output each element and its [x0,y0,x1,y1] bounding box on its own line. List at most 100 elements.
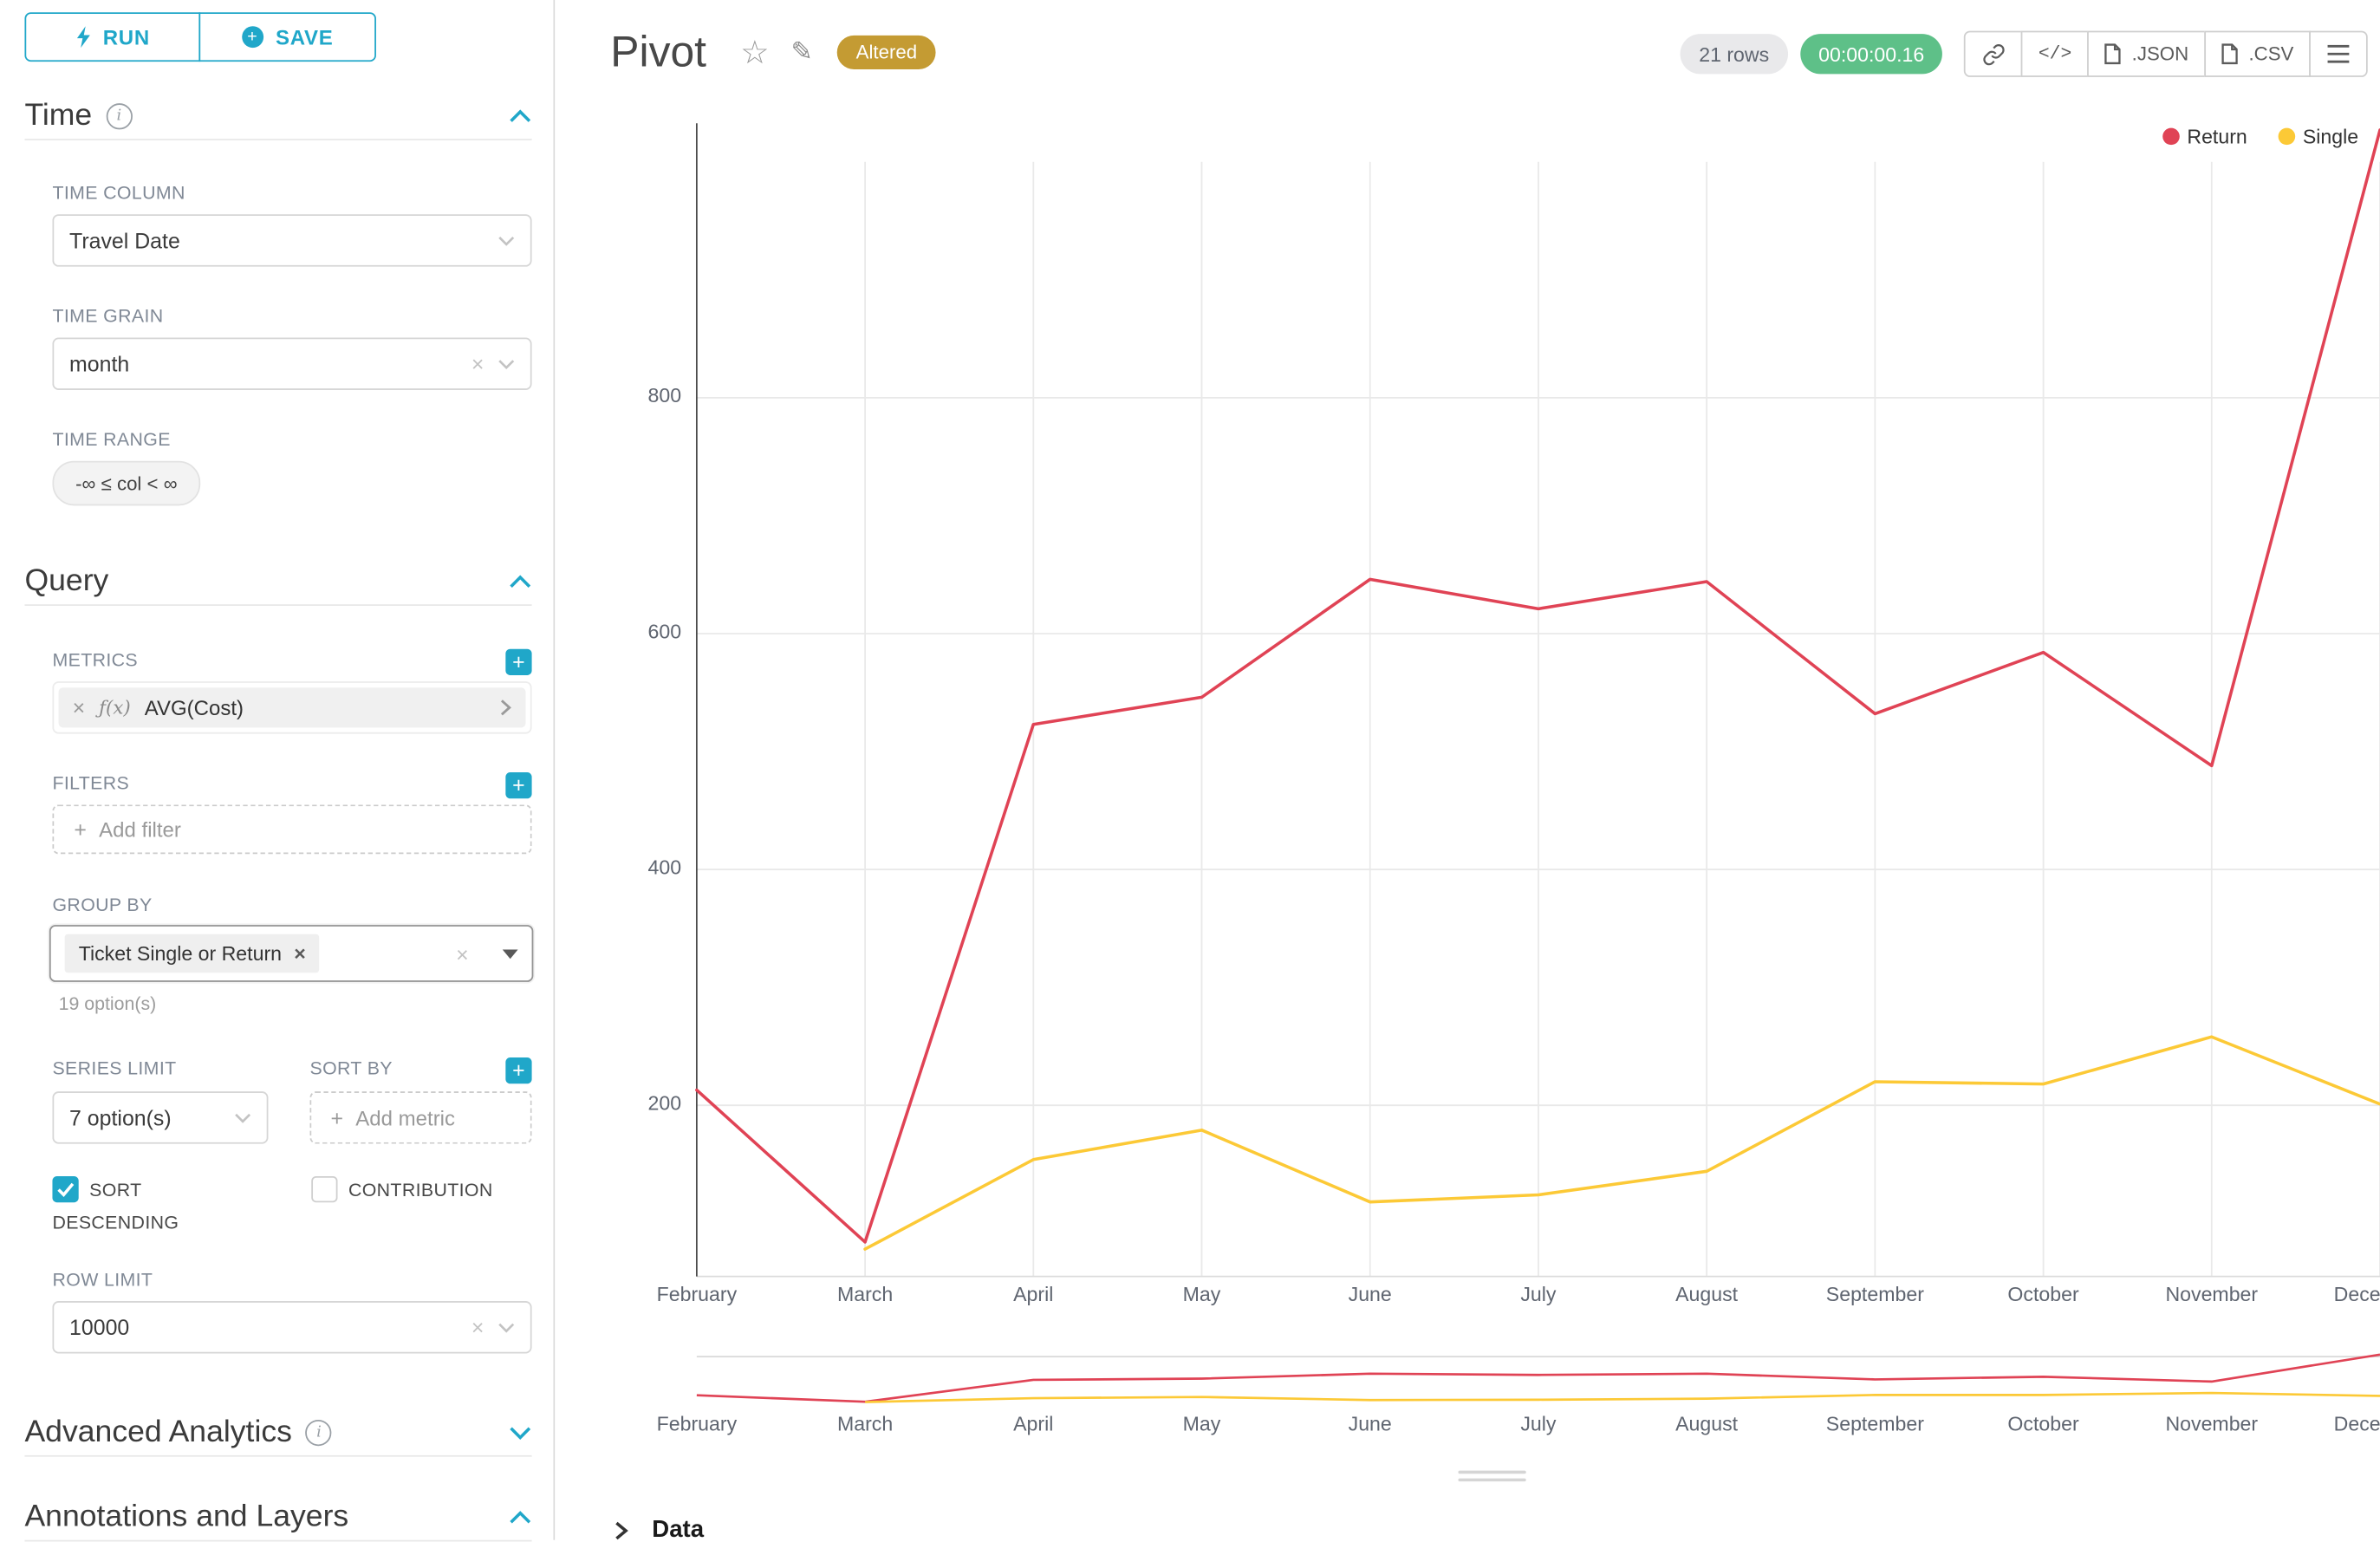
time-range-pill[interactable]: -∞ ≤ col < ∞ [52,460,201,506]
x-axis-label: October [2007,1282,2079,1306]
legend-dot [2162,127,2180,146]
sort-descending-checkbox[interactable]: SORT DESCENDING [52,1174,234,1239]
advanced-analytics-title: Advanced Analytics [24,1414,292,1448]
chart-area: Pivot ☆ ✎ Altered 21 rows 00:00:00.16 </… [555,0,2380,1540]
chevron-down-icon [498,1322,515,1332]
chart-header: Pivot ☆ ✎ Altered [610,18,936,86]
copy-link-button[interactable] [1964,30,2024,77]
time-grain-select[interactable]: month × [52,337,532,390]
mini-x-axis-label: October [2007,1412,2079,1435]
x-axis-label: May [1182,1282,1221,1306]
chevron-up-icon [510,1510,531,1523]
plus-icon: + [74,817,87,843]
y-axis-label: 800 [647,383,682,407]
edit-icon[interactable]: ✎ [790,36,813,67]
group-by-tag[interactable]: Ticket Single or Return × [64,934,320,973]
function-icon: ƒ(x) [99,696,131,719]
add-filter-label: Add filter [99,817,181,842]
line-chart[interactable] [555,0,2380,1465]
caret-right-icon[interactable] [499,699,511,717]
data-panel-title: Data [652,1517,705,1540]
series-limit-value: 7 option(s) [69,1105,172,1130]
chevron-down-icon [234,1113,250,1122]
add-metric-label: Add metric [355,1106,456,1129]
panel-resize-handle[interactable] [1458,1470,1526,1487]
file-icon [2104,43,2121,65]
metrics-label: METRICS [52,648,139,671]
mini-x-axis-label: December [2333,1412,2380,1435]
info-icon[interactable]: i [106,102,133,129]
checkbox-checked-icon [52,1175,79,1203]
add-filter-button[interactable]: + [505,771,532,798]
more-options-button[interactable] [2309,30,2368,77]
contribution-checkbox[interactable]: CONTRIBUTION [311,1174,492,1207]
annotations-header[interactable]: Annotations and Layers [24,1493,532,1542]
advanced-analytics-header[interactable]: Advanced Analytics i [24,1409,532,1457]
clear-icon[interactable]: × [456,940,469,966]
contribution-label: CONTRIBUTION [348,1179,493,1201]
file-icon [2221,43,2238,65]
data-panel-header[interactable]: Data [614,1517,704,1540]
add-sort-metric-button[interactable]: + [505,1057,532,1083]
save-button[interactable]: + SAVE [198,12,376,62]
time-grain-label: TIME GRAIN [52,305,164,328]
remove-tag-icon[interactable]: × [294,941,306,966]
run-button[interactable]: RUN [24,12,201,62]
time-section-header[interactable]: Time i [24,93,532,140]
mini-x-axis-label: March [836,1412,894,1435]
json-label: .JSON [2131,42,2189,65]
favorite-star-icon[interactable]: ☆ [740,35,770,70]
series-limit-select[interactable]: 7 option(s) [52,1091,268,1144]
plus-icon: + [330,1105,344,1130]
info-icon[interactable]: i [305,1419,333,1446]
filters-label: FILTERS [52,772,130,794]
time-section-body: TIME COLUMN Travel Date TIME GRAIN month… [24,182,532,506]
clear-icon[interactable]: × [471,1315,484,1340]
add-metric-button[interactable]: + [505,647,532,675]
add-filter-dropzone[interactable]: + Add filter [52,804,532,855]
sort-by-dropzone[interactable]: + Add metric [309,1091,532,1144]
checkbox-unchecked-icon [311,1175,338,1203]
query-section-header[interactable]: Query [24,558,532,606]
series-limit-label: SERIES LIMIT [52,1057,177,1079]
chevron-down-icon [498,359,515,369]
legend-dot [2278,127,2295,146]
mini-x-axis-label: February [656,1412,738,1435]
group-by-select[interactable]: Ticket Single or Return × × [49,925,534,982]
legend-label: Single [2302,125,2359,148]
chevron-up-icon [510,108,531,121]
collapse-button[interactable] [509,1510,532,1524]
altered-badge[interactable]: Altered [837,35,936,70]
time-column-select[interactable]: Travel Date [52,214,532,267]
x-axis-label: August [1675,1282,1739,1306]
x-axis-label: June [1348,1282,1392,1306]
menu-icon [2327,44,2350,63]
chevron-up-icon [510,574,531,588]
export-button-group: </> .JSON .CSV [1964,30,2368,77]
legend-item-single[interactable]: Single [2278,125,2358,148]
remove-icon[interactable]: × [72,695,86,720]
collapse-button[interactable] [509,108,532,122]
export-json-button[interactable]: .JSON [2087,30,2206,77]
x-axis-label: March [836,1282,894,1306]
link-icon [1983,43,2005,65]
view-query-button[interactable]: </> [2021,30,2089,77]
clear-icon[interactable]: × [471,351,484,376]
row-limit-label: ROW LIMIT [52,1268,153,1291]
row-limit-select[interactable]: 10000 × [52,1301,532,1354]
timer-badge: 00:00:00.16 [1799,34,1943,75]
expand-button[interactable] [509,1425,532,1440]
mini-x-axis-label: May [1182,1412,1221,1435]
legend-item-return[interactable]: Return [2162,125,2247,148]
x-axis-label: July [1520,1282,1557,1306]
metric-item[interactable]: × ƒ(x) AVG(Cost) [58,687,526,728]
sort-descending-label: SORT DESCENDING [52,1179,179,1233]
chart-toolbar: 21 rows 00:00:00.16 </> .JSON .CSV [1680,30,2368,77]
query-section-title: Query [24,563,109,598]
x-axis-label: December [2333,1282,2380,1306]
time-range-label: TIME RANGE [52,428,171,451]
export-csv-button[interactable]: .CSV [2203,30,2311,77]
mini-x-axis-label: July [1520,1412,1557,1435]
collapse-button[interactable] [509,574,532,588]
caret-right-icon [615,1521,628,1540]
